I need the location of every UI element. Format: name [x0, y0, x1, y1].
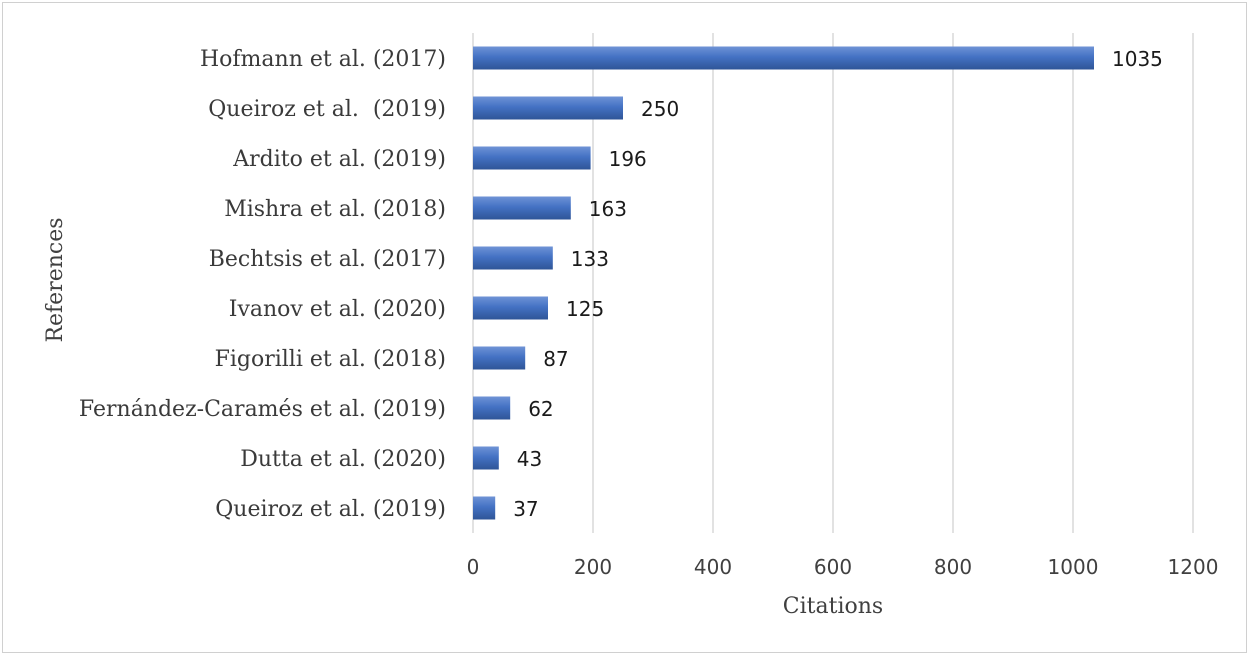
- category-label: Hofmann et al. (2017): [200, 47, 446, 72]
- data-labels: 1035 250 196 163 133 125 87 62 43 37: [513, 47, 1163, 521]
- bar: [473, 96, 623, 120]
- data-label: 163: [589, 197, 627, 221]
- bar: [473, 446, 499, 470]
- bar: [473, 496, 496, 520]
- data-label: 1035: [1112, 47, 1163, 71]
- bars: [473, 46, 1094, 520]
- category-label: Queiroz et al. (2019): [208, 97, 446, 122]
- category-labels: Hofmann et al. (2017) Queiroz et al. (201…: [79, 47, 446, 522]
- bar: [473, 296, 548, 320]
- x-tick-label: 1200: [1168, 555, 1219, 579]
- bar: [473, 46, 1094, 70]
- data-label: 133: [571, 247, 609, 271]
- x-tick-label: 800: [934, 555, 972, 579]
- bar: [473, 346, 526, 370]
- category-label: Bechtsis et al. (2017): [209, 247, 446, 272]
- x-tick-label: 400: [694, 555, 732, 579]
- data-label: 43: [517, 447, 542, 471]
- category-label: Ardito et al. (2019): [232, 147, 446, 172]
- category-label: Figorilli et al. (2018): [215, 347, 446, 372]
- bar: [473, 396, 511, 420]
- category-label: Fernández-Caramés et al. (2019): [79, 397, 446, 422]
- data-label: 37: [513, 497, 538, 521]
- category-label: Mishra et al. (2018): [224, 197, 446, 222]
- data-label: 196: [609, 147, 647, 171]
- bar: [473, 196, 571, 220]
- data-label: 250: [641, 97, 679, 121]
- data-label: 62: [528, 397, 553, 421]
- y-axis-title: References: [43, 217, 68, 342]
- bar: [473, 246, 553, 270]
- data-label: 125: [566, 297, 604, 321]
- x-tick-label: 200: [574, 555, 612, 579]
- data-label: 87: [543, 347, 568, 371]
- category-label: Dutta et al. (2020): [240, 447, 446, 472]
- bar: [473, 146, 591, 170]
- x-tick-label: 600: [814, 555, 852, 579]
- x-axis-title: Citations: [783, 594, 883, 619]
- x-tick-label: 0: [467, 555, 480, 579]
- x-tick-labels: 0 200 400 600 800 1000 1200: [467, 555, 1219, 579]
- x-tick-label: 1000: [1048, 555, 1099, 579]
- category-label: Ivanov et al. (2020): [229, 297, 446, 322]
- category-label: Queiroz et al. (2019): [215, 497, 446, 522]
